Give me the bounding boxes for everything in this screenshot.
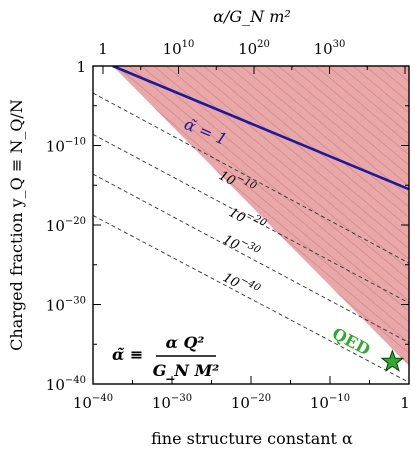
contour-line bbox=[93, 133, 409, 304]
formula-denominator: G_N M² bbox=[153, 361, 220, 380]
contour-line bbox=[93, 92, 409, 264]
qed-star-marker bbox=[380, 349, 405, 372]
formula-numerator: α Q² bbox=[166, 333, 205, 352]
contour-label: 10−40 bbox=[220, 267, 263, 302]
plot-area bbox=[93, 66, 409, 383]
x-tick-label: 1 bbox=[400, 394, 410, 412]
formula-lhs: α̃ ≡ bbox=[112, 345, 143, 364]
alpha-tilde-one-line bbox=[112, 66, 409, 191]
top-tick-label: 1 bbox=[98, 40, 108, 58]
contour-lines bbox=[93, 92, 409, 383]
axis-ticks bbox=[92, 65, 410, 385]
tick-labels: 10−40 10−30 10−20 10−10 1110−1010−2010−3010−… bbox=[46, 39, 410, 412]
x-tick-label: 10−10 bbox=[310, 393, 350, 412]
x-tick-label: 10−20 bbox=[231, 393, 271, 412]
y-axis-title: Charged fraction y_Q ≡ N_Q/N bbox=[7, 99, 26, 351]
x-axis-title: fine structure constant α bbox=[151, 429, 353, 448]
y-tick-label: 10−20 bbox=[46, 216, 86, 235]
contour-line bbox=[93, 173, 409, 344]
top-tick-label: 1020 bbox=[238, 39, 270, 58]
x-tick-label: 10−30 bbox=[152, 393, 192, 412]
excluded-region-hatch bbox=[112, 66, 409, 366]
contour-line bbox=[93, 215, 409, 383]
formula: α̃ ≡ α Q² G_N M² bbox=[112, 333, 219, 380]
top-tick-label: 1010 bbox=[163, 39, 195, 58]
y-tick-label: 1 bbox=[76, 58, 86, 76]
y-tick-label: 10−10 bbox=[46, 137, 86, 156]
qed-label: QED bbox=[329, 324, 373, 360]
x-tick-label: 10−40 bbox=[73, 393, 113, 412]
top-axis-title: α/G_N m² bbox=[213, 7, 291, 26]
y-tick-label: 10−40 bbox=[46, 375, 86, 394]
contour-label: 10−30 bbox=[220, 229, 263, 264]
top-tick-label: 1030 bbox=[314, 39, 346, 58]
y-tick-label: 10−30 bbox=[46, 296, 86, 315]
